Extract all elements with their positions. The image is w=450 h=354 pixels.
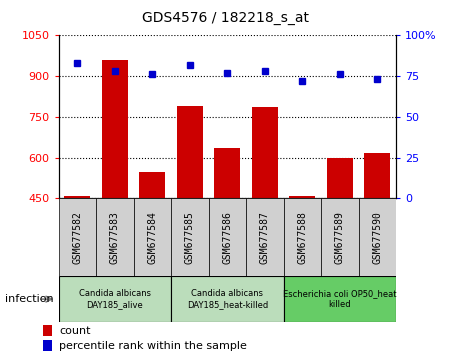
Bar — [176, 106, 203, 198]
Bar — [246, 198, 284, 276]
Bar — [171, 198, 208, 276]
Bar — [321, 198, 359, 276]
Text: Candida albicans
DAY185_alive: Candida albicans DAY185_alive — [79, 290, 151, 309]
Text: GSM677583: GSM677583 — [110, 211, 120, 264]
Text: count: count — [59, 326, 90, 336]
Bar — [58, 198, 96, 276]
Text: GSM677585: GSM677585 — [185, 211, 195, 264]
Bar — [289, 196, 315, 198]
Text: GSM677587: GSM677587 — [260, 211, 270, 264]
Text: GSM677586: GSM677586 — [222, 211, 232, 264]
Bar — [252, 107, 278, 198]
Text: GSM677590: GSM677590 — [372, 211, 382, 264]
Bar — [214, 148, 240, 198]
Text: percentile rank within the sample: percentile rank within the sample — [59, 341, 247, 351]
Text: GSM677588: GSM677588 — [297, 211, 307, 264]
Bar — [43, 340, 52, 352]
Text: GDS4576 / 182218_s_at: GDS4576 / 182218_s_at — [141, 11, 309, 25]
Bar — [359, 198, 396, 276]
Bar — [134, 198, 171, 276]
Text: Candida albicans
DAY185_heat-killed: Candida albicans DAY185_heat-killed — [187, 290, 268, 309]
Text: GSM677589: GSM677589 — [335, 211, 345, 264]
Text: GSM677584: GSM677584 — [147, 211, 157, 264]
Bar — [208, 198, 246, 276]
Bar — [327, 158, 353, 198]
Text: GSM677582: GSM677582 — [72, 211, 82, 264]
Bar — [43, 325, 52, 336]
Text: infection: infection — [4, 294, 53, 304]
Bar — [171, 276, 284, 322]
Bar — [139, 172, 166, 198]
Bar — [364, 154, 391, 198]
Bar — [284, 198, 321, 276]
Bar — [58, 276, 171, 322]
Text: Escherichia coli OP50_heat
killed: Escherichia coli OP50_heat killed — [283, 290, 396, 309]
Bar — [64, 196, 90, 198]
Bar — [96, 198, 134, 276]
Bar — [284, 276, 396, 322]
Bar — [102, 60, 128, 198]
